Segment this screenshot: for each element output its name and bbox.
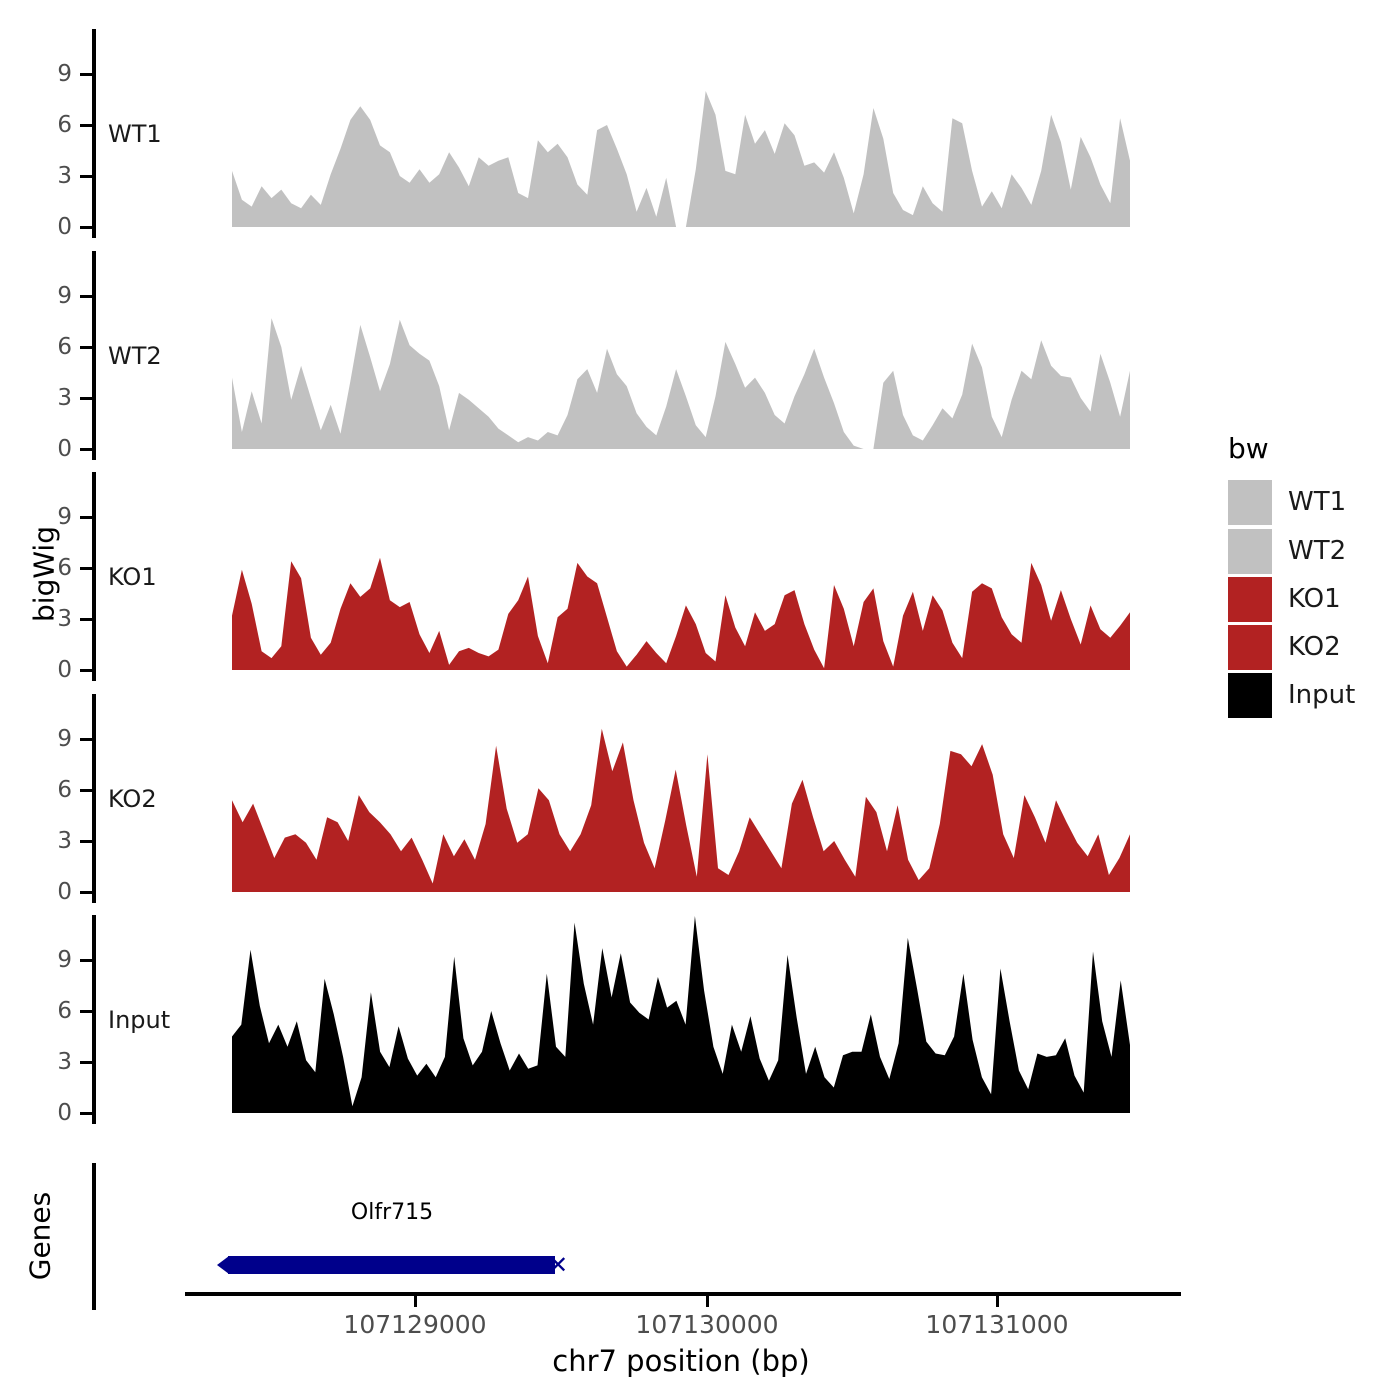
legend-key-ko1: [1228, 577, 1272, 622]
y-tick-label: 0: [57, 1100, 72, 1126]
gene-label: Olfr715: [350, 1200, 434, 1225]
ko1-coverage-area: [232, 557, 1130, 670]
y-tick-label: 0: [57, 879, 72, 905]
wt1-y-axis-line: [92, 29, 96, 238]
ko1-tick-3: [80, 618, 93, 621]
y-tick-label: 9: [57, 504, 72, 530]
y-tick-label: 3: [57, 606, 72, 632]
y-tick-label: 3: [57, 385, 72, 411]
track-label-ko1: KO1: [108, 563, 157, 591]
x-tick-label: 107130000: [635, 1310, 779, 1339]
y-tick-label: 3: [57, 163, 72, 189]
y-tick-label: 0: [57, 214, 72, 240]
y-tick-label: 6: [57, 112, 72, 138]
x-tick-label: 107129000: [343, 1310, 487, 1339]
genes-axis-title: Genes: [23, 1191, 57, 1281]
x-axis-line: [185, 1292, 1181, 1296]
wt2-y-axis-line: [92, 251, 96, 460]
x-tick-3: [996, 1296, 999, 1307]
ko1-y-axis-line: [92, 472, 96, 681]
ko2-y-axis-line: [92, 694, 96, 903]
legend-key-wt2: [1228, 529, 1272, 574]
wt2-tick-0: [80, 448, 93, 451]
input-tick-6: [80, 1010, 93, 1013]
y-tick-label: 0: [57, 436, 72, 462]
y-tick-label: 9: [57, 61, 72, 87]
ko2-tick-6: [80, 789, 93, 792]
legend-item-label: Input: [1288, 680, 1356, 710]
x-tick-1: [414, 1296, 417, 1307]
legend-item-label: WT1: [1288, 487, 1347, 517]
x-tick-label: 107131000: [925, 1310, 1069, 1339]
y-tick-label: 3: [57, 828, 72, 854]
y-tick-label: 9: [57, 283, 72, 309]
wt1-tick-0: [80, 226, 93, 229]
gene-body: [228, 1256, 555, 1274]
y-tick-label: 6: [57, 555, 72, 581]
ko2-tick-3: [80, 840, 93, 843]
y-tick-label: 0: [57, 657, 72, 683]
wt2-tick-3: [80, 397, 93, 400]
y-tick-label: 6: [57, 334, 72, 360]
track-label-wt1: WT1: [108, 120, 162, 148]
legend-item-label: KO1: [1288, 584, 1341, 614]
legend-item-label: WT2: [1288, 536, 1347, 566]
input-tick-0: [80, 1112, 93, 1115]
gene-left-arrow-icon: [217, 1256, 229, 1274]
legend-item-label: KO2: [1288, 632, 1341, 662]
track-label-wt2: WT2: [108, 342, 162, 370]
wt2-tick-6: [80, 346, 93, 349]
legend-key-ko2: [1228, 625, 1272, 670]
y-tick-label: 6: [57, 777, 72, 803]
wt1-tick-9: [80, 73, 93, 76]
ko1-tick-0: [80, 669, 93, 672]
input-tick-9: [80, 959, 93, 962]
input-coverage-area: [232, 916, 1130, 1113]
x-axis-title: chr7 position (bp): [552, 1344, 810, 1378]
ko2-coverage-area: [232, 728, 1130, 892]
y-tick-label: 9: [57, 726, 72, 752]
ko1-tick-9: [80, 516, 93, 519]
legend-key-input: [1228, 673, 1272, 718]
genes-y-axis-line: [92, 1163, 96, 1310]
wt2-coverage-area: [232, 318, 1130, 449]
input-tick-3: [80, 1061, 93, 1064]
ko2-tick-9: [80, 738, 93, 741]
track-label-input: Input: [108, 1006, 171, 1034]
x-tick-2: [706, 1296, 709, 1307]
input-y-axis-line: [92, 915, 96, 1124]
ko1-tick-6: [80, 567, 93, 570]
track-label-ko2: KO2: [108, 785, 157, 813]
legend-key-wt1: [1228, 480, 1272, 525]
legend-title: bw: [1228, 432, 1269, 465]
wt2-tick-9: [80, 295, 93, 298]
wt1-tick-6: [80, 124, 93, 127]
y-tick-label: 9: [57, 947, 72, 973]
wt1-tick-3: [80, 175, 93, 178]
y-tick-label: 3: [57, 1049, 72, 1075]
ko2-tick-0: [80, 891, 93, 894]
wt1-coverage-area: [232, 91, 1130, 227]
gene-strand-arrow-icon: ✕: [547, 1251, 569, 1279]
y-tick-label: 6: [57, 998, 72, 1024]
